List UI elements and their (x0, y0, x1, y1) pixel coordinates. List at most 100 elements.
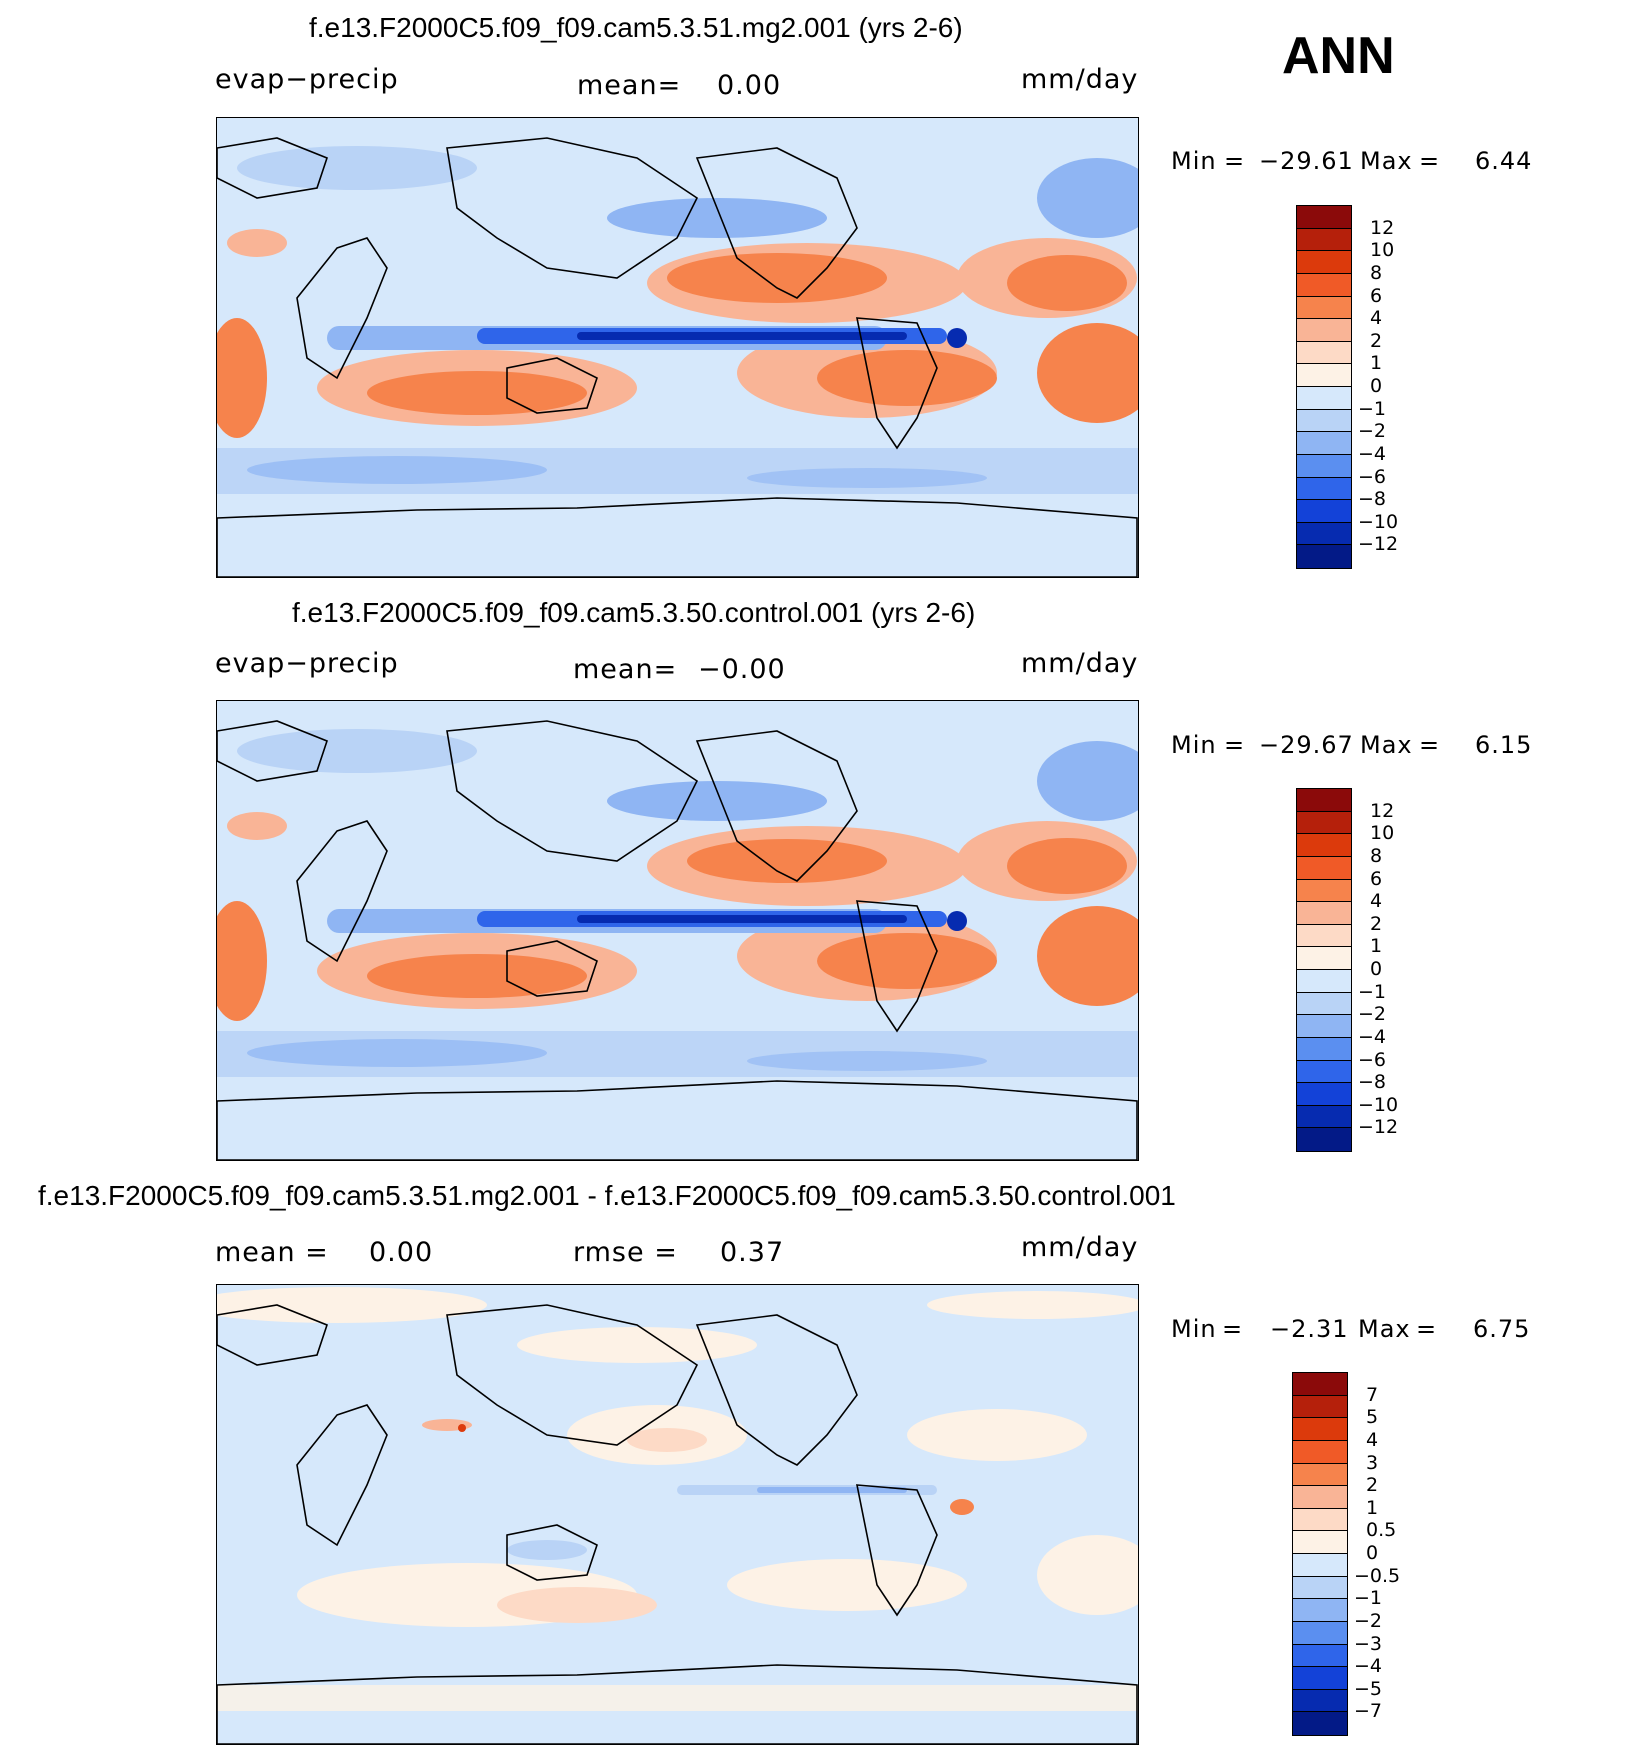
panel-3-min-label: Min (1171, 1315, 1217, 1343)
colorbar-tick-label: 12 (1370, 799, 1395, 822)
colorbar-tick-label: −2 (1358, 1003, 1387, 1026)
colorbar-cell (1297, 545, 1351, 568)
colorbar-cell (1293, 1689, 1347, 1713)
colorbar-tick-label: −5 (1354, 1677, 1383, 1700)
panel-3-field (217, 1285, 1138, 1744)
colorbar-tick-label: −4 (1358, 1025, 1387, 1048)
colorbar-cell (1293, 1621, 1347, 1645)
colorbar-cell (1297, 432, 1351, 455)
colorbar-tick-label: −2 (1358, 420, 1387, 443)
colorbar-cell (1297, 856, 1351, 880)
colorbar-tick-label: 2 (1366, 1474, 1379, 1497)
colorbar-tick-label: −6 (1358, 465, 1387, 488)
colorbar-cell (1297, 319, 1351, 342)
colorbar-cell (1297, 879, 1351, 903)
colorbar-cell (1293, 1599, 1347, 1622)
colorbar-cell (1297, 947, 1351, 970)
colorbar-cell (1297, 206, 1351, 229)
panel-3-mean-value: 0.00 (369, 1237, 434, 1268)
panel-1-eq1: = (1224, 147, 1246, 175)
panel-3-eq2: = (1416, 1315, 1438, 1343)
panel-1-units: mm/day (1021, 64, 1139, 95)
colorbar-cell (1297, 364, 1351, 387)
colorbar-cell (1297, 1105, 1351, 1129)
colorbar-tick-label: 0 (1366, 1542, 1379, 1564)
panel-1-min-label: Min (1171, 147, 1217, 175)
panel-1-variable-label: evap−precip (215, 64, 399, 95)
colorbar-tick-label: 4 (1370, 307, 1383, 330)
colorbar-tick-label: −8 (1358, 488, 1387, 511)
colorbar-tick-label: −7 (1354, 1700, 1383, 1723)
colorbar-tick-label: −3 (1354, 1632, 1383, 1655)
colorbar-tick-label: 8 (1370, 261, 1383, 284)
colorbar-cell (1297, 296, 1351, 320)
colorbar-cell (1293, 1395, 1347, 1419)
panel-1-colorbar (1296, 205, 1352, 569)
panel-2-min-value: −29.67 (1259, 731, 1354, 759)
panel-3-rmse-label: rmse = (573, 1237, 678, 1268)
colorbar-cell (1293, 1667, 1347, 1690)
colorbar-cell (1293, 1486, 1347, 1509)
panel-2-colorbar (1296, 788, 1352, 1152)
colorbar-tick-label: 1 (1370, 935, 1383, 958)
colorbar-tick-label: −6 (1358, 1048, 1387, 1071)
panel-2-max-value: 6.15 (1475, 731, 1533, 759)
colorbar-tick-label: 12 (1370, 216, 1395, 239)
colorbar-tick-label: −0.5 (1354, 1564, 1401, 1587)
panel-2-max-label: Max (1360, 731, 1413, 759)
colorbar-tick-label: 6 (1370, 867, 1383, 890)
colorbar-tick-label: 2 (1370, 912, 1383, 935)
colorbar-cell (1297, 1037, 1351, 1061)
colorbar-cell (1293, 1463, 1347, 1487)
colorbar-cell (1297, 992, 1351, 1016)
colorbar-tick-label: −1 (1354, 1587, 1383, 1610)
panel-2-title: f.e13.F2000C5.f09_f09.cam5.3.50.control.… (292, 597, 976, 628)
colorbar-cell (1293, 1508, 1347, 1532)
colorbar-cell (1293, 1712, 1347, 1735)
colorbar-tick-label: 5 (1366, 1406, 1379, 1429)
panel-2-variable-label: evap−precip (215, 648, 399, 679)
panel-1-field (217, 118, 1138, 577)
colorbar-tick-label: −8 (1358, 1071, 1387, 1094)
panel-2-eq1: = (1224, 731, 1246, 759)
colorbar-tick-label: 6 (1370, 284, 1383, 307)
colorbar-tick-label: 1 (1366, 1496, 1379, 1519)
panel-1-max-value: 6.44 (1475, 147, 1533, 175)
season-label: ANN (1282, 27, 1395, 85)
panel-2-mean-label: mean= (573, 654, 678, 685)
colorbar-tick-label: 4 (1366, 1428, 1379, 1451)
panel-3-title: f.e13.F2000C5.f09_f09.cam5.3.51.mg2.001 … (38, 1180, 1176, 1211)
colorbar-tick-label: 2 (1370, 329, 1383, 352)
panel-3-rmse-value: 0.37 (720, 1237, 785, 1268)
colorbar-tick-label: 0.5 (1366, 1519, 1397, 1542)
colorbar-tick-label: 8 (1370, 844, 1383, 867)
panel-2-map (216, 700, 1139, 1161)
panel-3-map (216, 1284, 1139, 1745)
colorbar-cell (1297, 1060, 1351, 1084)
panel-1-min-value: −29.61 (1259, 147, 1354, 175)
panel-3-units: mm/day (1021, 1232, 1139, 1263)
panel-1-eq2: = (1419, 147, 1441, 175)
colorbar-tick-label: −1 (1358, 397, 1387, 420)
panel-2-field (217, 701, 1138, 1160)
colorbar-cell (1297, 387, 1351, 410)
colorbar-tick-label: 0 (1370, 958, 1383, 980)
panel-2-units: mm/day (1021, 648, 1139, 679)
panel-1-title: f.e13.F2000C5.f09_f09.cam5.3.51.mg2.001 … (309, 12, 963, 43)
colorbar-cell (1297, 834, 1351, 857)
colorbar-cell (1297, 409, 1351, 433)
colorbar-tick-label: 4 (1370, 890, 1383, 913)
panel-3-max-value: 6.75 (1473, 1315, 1531, 1343)
colorbar-tick-label: 1 (1370, 352, 1383, 375)
colorbar-cell (1297, 1128, 1351, 1151)
panel-3-eq1: = (1222, 1315, 1244, 1343)
panel-1-mean-label: mean= (577, 70, 682, 101)
colorbar-tick-label: −10 (1358, 1093, 1399, 1116)
colorbar-cell (1293, 1576, 1347, 1600)
colorbar-cell (1297, 273, 1351, 297)
panel-3-min-value: −2.31 (1270, 1315, 1349, 1343)
colorbar-cell (1297, 228, 1351, 252)
colorbar-cell (1297, 1015, 1351, 1038)
colorbar-cell (1297, 789, 1351, 812)
panel-1-map (216, 117, 1139, 578)
